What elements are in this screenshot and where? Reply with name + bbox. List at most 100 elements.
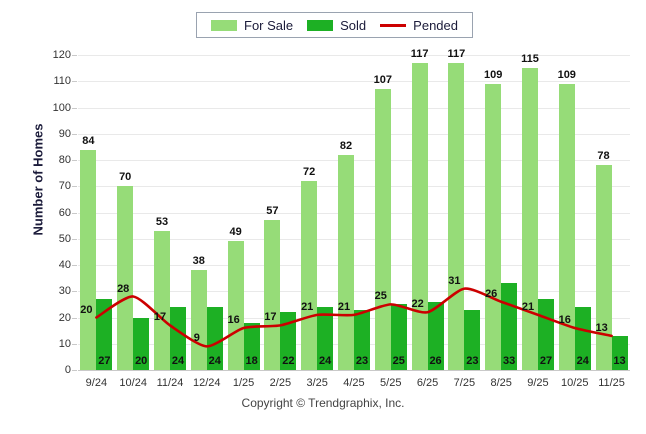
x-tick-label: 3/25 [306, 377, 328, 389]
bar-value-label: 25 [392, 355, 405, 367]
bar-value-label: 24 [576, 355, 589, 367]
x-tick-label: 10/25 [560, 377, 589, 389]
y-tick-mark [72, 238, 77, 240]
bar-sold[interactable]: 13 [611, 335, 628, 370]
bar-pair: 38 24 [188, 55, 225, 370]
copyright-footer: Copyright © Trendgraphix, Inc. [241, 396, 405, 410]
bar-group: 117 23 7/25 [446, 48, 483, 389]
bar-value-label: 26 [429, 355, 442, 367]
bar-group: 84 27 9/24 [78, 55, 115, 389]
bar-pair: 115 27 [520, 53, 557, 370]
bar-sold[interactable]: 25 [390, 304, 407, 370]
y-tick-label: 40 [58, 259, 71, 271]
y-tick-label: 110 [53, 75, 71, 88]
bar-sold[interactable]: 24 [206, 307, 223, 370]
bar-value-label: 23 [466, 355, 479, 367]
y-tick-mark [72, 133, 77, 135]
gridline [78, 186, 630, 188]
bar-group: 109 33 8/25 [483, 55, 520, 389]
pended-value-label: 16 [227, 314, 240, 326]
bar-sold[interactable]: 18 [243, 322, 260, 370]
x-tick-label: 11/25 [598, 377, 625, 389]
bar-group: 72 24 3/25 [299, 55, 336, 389]
bar-for-sale[interactable]: 78 [595, 150, 612, 370]
x-tick-label: 5/25 [380, 377, 402, 389]
bar-for-sale[interactable]: 82 [337, 140, 354, 370]
y-tick-mark [72, 81, 77, 83]
y-tick-label: 30 [58, 285, 71, 298]
plot-area: 0 10 20 30 40 50 60 70 80 90 100 110 120 84 27 9/24 70 2… [53, 48, 630, 389]
bar-for-sale[interactable]: 53 [153, 216, 170, 370]
bar-sold[interactable]: 33 [501, 283, 518, 370]
bar-sold[interactable]: 23 [464, 309, 481, 370]
bar-for-sale[interactable]: 38 [190, 255, 207, 370]
bar-pair: 84 27 [78, 55, 115, 370]
gridline [78, 265, 630, 266]
pended-value-label: 17 [264, 311, 277, 324]
y-tick-label: 80 [58, 154, 71, 166]
y-tick-label: 50 [58, 232, 71, 245]
bar-for-sale[interactable]: 70 [117, 171, 134, 370]
bar-value-label: 117 [410, 47, 429, 60]
bar-for-sale[interactable]: 57 [264, 205, 281, 370]
gridline [78, 133, 630, 135]
legend-label: Sold [340, 17, 367, 33]
bar-for-sale[interactable]: 84 [80, 135, 97, 370]
pended-value-label: 9 [193, 332, 200, 345]
bar-pair: 70 20 [115, 55, 152, 370]
pended-value-label: 21 [337, 300, 351, 313]
bar-value-label: 115 [521, 53, 539, 66]
bar-for-sale[interactable]: 117 [411, 48, 428, 370]
bar-value-label: 53 [155, 215, 169, 228]
gridline [78, 81, 630, 83]
y-tick-label: 20 [58, 311, 71, 324]
bar-group: 107 25 5/25 [372, 55, 409, 389]
bar-for-sale[interactable]: 49 [227, 226, 244, 370]
y-tick-mark [72, 291, 77, 293]
legend-for-sale[interactable]: For Sale [211, 19, 293, 32]
bar-value-label: 27 [98, 355, 111, 367]
bar-value-label: 18 [245, 355, 258, 367]
pended-value-label: 22 [411, 298, 424, 311]
y-tick-mark [72, 317, 77, 319]
x-tick-label: 1/25 [232, 377, 255, 389]
y-tick-mark [72, 370, 77, 371]
legend-label: For Sale [244, 17, 294, 33]
bar-sold[interactable]: 27 [96, 299, 113, 370]
y-tick-label: 120 [52, 49, 71, 61]
bar-sold[interactable]: 20 [133, 317, 150, 370]
bar-for-sale[interactable]: 117 [447, 48, 465, 370]
gridline [78, 107, 630, 109]
bar-value-label: 20 [135, 355, 148, 367]
legend-pended[interactable]: Pended [380, 19, 458, 32]
bar-sold[interactable]: 24 [317, 307, 334, 370]
bar-sold[interactable]: 26 [427, 301, 444, 370]
bar-sold[interactable]: 24 [169, 307, 186, 370]
bar-for-sale[interactable]: 109 [484, 69, 502, 370]
bar-for-sale[interactable]: 109 [558, 69, 576, 370]
bar-value-label: 23 [355, 355, 369, 367]
bar-sold[interactable]: 24 [574, 307, 591, 370]
gridline [78, 238, 630, 240]
pended-value-label: 17 [153, 311, 167, 324]
y-tick-mark [72, 265, 77, 266]
bar-value-label: 27 [539, 355, 553, 367]
x-tick-label: 6/25 [416, 377, 439, 389]
bar-value-label: 117 [447, 47, 466, 60]
bar-pair: 109 33 [483, 55, 520, 370]
bar-group: 117 26 6/25 [409, 48, 446, 389]
bar-pair: 82 23 [336, 55, 373, 370]
bar-sold[interactable]: 27 [537, 299, 554, 370]
y-tick-mark [72, 212, 77, 214]
bar-for-sale[interactable]: 72 [301, 166, 318, 370]
bar-pair: 72 24 [299, 55, 336, 370]
bar-for-sale[interactable]: 107 [374, 74, 392, 370]
bar-for-sale[interactable]: 115 [521, 53, 539, 370]
bar-value-label: 84 [82, 134, 95, 147]
bar-sold[interactable]: 23 [353, 309, 370, 370]
legend-sold[interactable]: Sold [307, 19, 366, 32]
bar-group: 70 20 10/24 [115, 55, 152, 389]
x-tick-label: 10/24 [119, 377, 147, 389]
bar-sold[interactable]: 22 [280, 312, 297, 370]
legend-color-swatch [211, 19, 237, 31]
